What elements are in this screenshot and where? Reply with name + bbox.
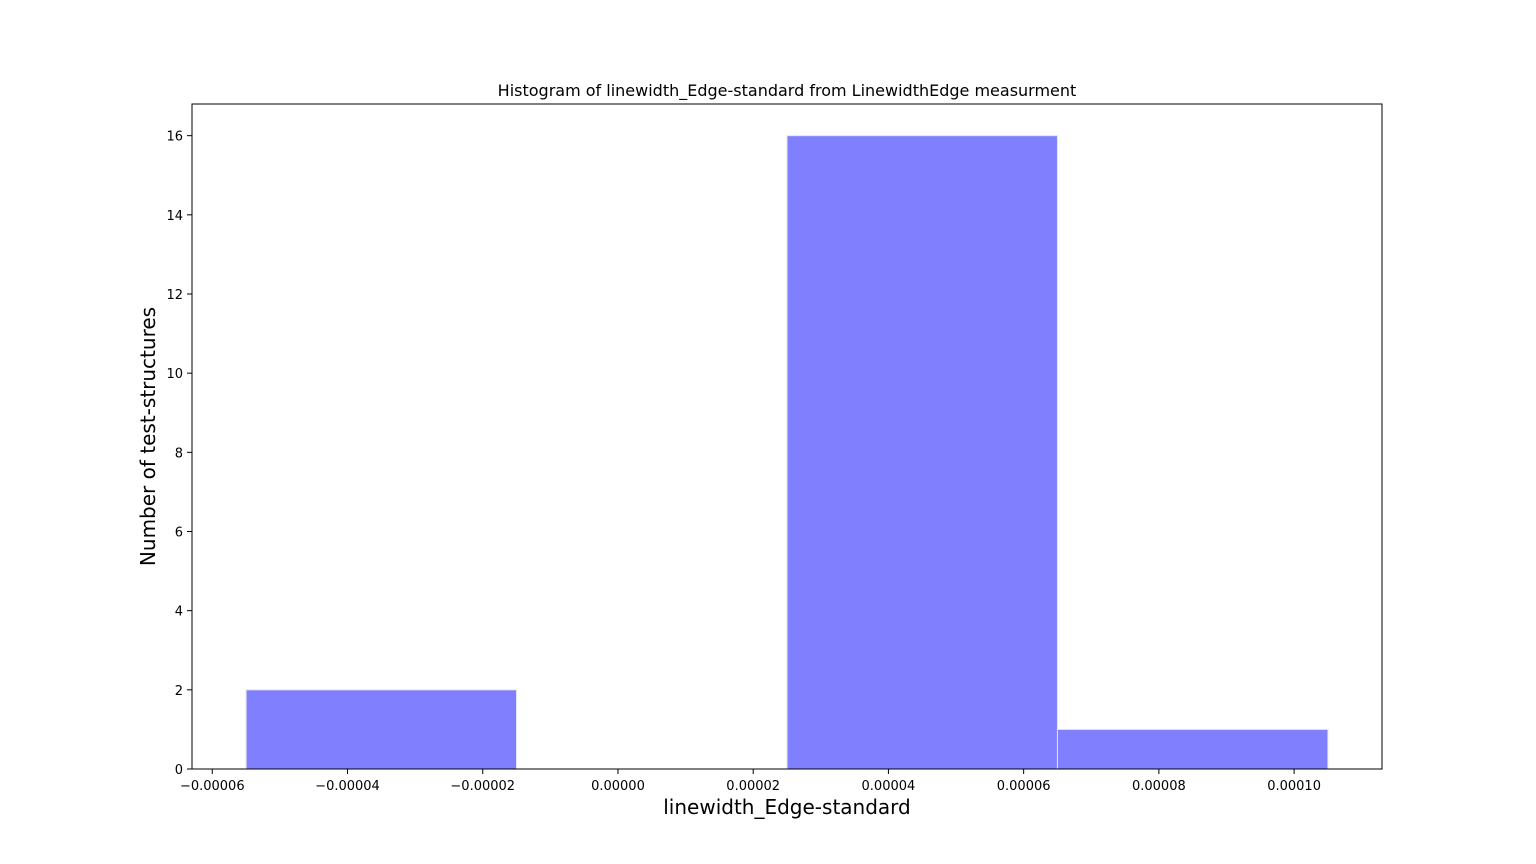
histogram-bar-1 xyxy=(245,689,518,770)
x-tick-label-3: −0.00002 xyxy=(450,779,515,794)
x-tick-label-6: 0.00004 xyxy=(862,779,916,794)
y-tick-label-1: 0 xyxy=(175,763,183,778)
plot-frame xyxy=(191,103,1383,770)
x-axis-label: linewidth_Edge-standard xyxy=(663,795,910,819)
y-tick-label-3: 4 xyxy=(175,605,183,620)
y-tick-label-5: 8 xyxy=(175,446,183,461)
x-tick-label-4: 0.00000 xyxy=(591,779,645,794)
histogram-bar-4 xyxy=(1056,728,1329,770)
y-tick-label-6: 10 xyxy=(166,367,183,382)
y-tick-label-8: 14 xyxy=(166,209,183,224)
y-tick-label-2: 2 xyxy=(175,684,183,699)
x-tick-label-2: −0.00004 xyxy=(315,779,380,794)
x-tick-label-8: 0.00008 xyxy=(1132,779,1186,794)
chart-title: Histogram of linewidth_Edge-standard fro… xyxy=(498,81,1077,101)
x-tick-label-5: 0.00002 xyxy=(726,779,780,794)
x-axis-ticks: −0.00006 −0.00004 −0.00002 0.00000 0.00002 0.… xyxy=(180,769,1321,794)
x-tick-label-7: 0.00006 xyxy=(997,779,1051,794)
histogram-bar-3 xyxy=(786,135,1058,770)
y-axis-ticks: 0 2 4 6 8 10 12 14 16 xyxy=(166,130,192,778)
bars-layer xyxy=(245,135,1329,770)
y-axis-label: Number of test-structures xyxy=(136,307,160,566)
y-tick-label-7: 12 xyxy=(166,288,183,303)
y-tick-label-4: 6 xyxy=(175,526,183,541)
x-tick-label-1: −0.00006 xyxy=(180,779,245,794)
x-tick-label-9: 0.00010 xyxy=(1267,779,1321,794)
y-tick-label-9: 16 xyxy=(166,130,183,145)
